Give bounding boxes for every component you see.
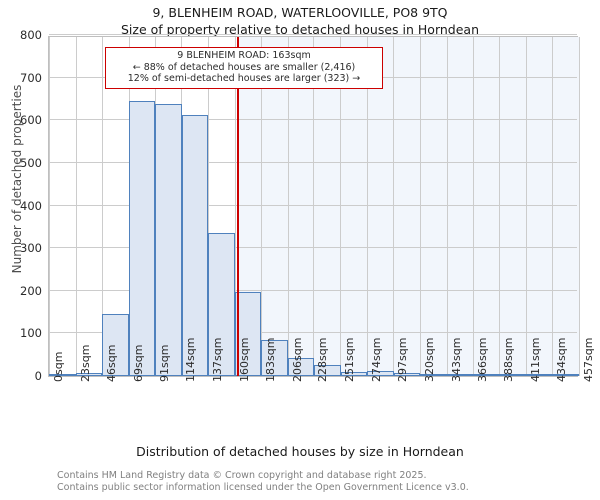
gridline-horizontal (49, 289, 577, 291)
histogram-bar (367, 370, 394, 376)
histogram-bar (287, 358, 314, 376)
footer-line-2: Contains public sector information licen… (57, 481, 469, 493)
histogram-bar (181, 115, 208, 376)
footer-line-1: Contains HM Land Registry data © Crown c… (57, 470, 427, 481)
y-axis-tick-label: 300 (20, 241, 42, 256)
x-axis-tick-label: 206sqm (290, 337, 304, 382)
y-axis-tick-label: 400 (20, 198, 42, 213)
histogram-bar (393, 373, 420, 376)
x-axis-tick-label: 274sqm (369, 337, 383, 382)
gridline-vertical (234, 37, 236, 376)
property-size-marker-line (237, 37, 240, 376)
gridline-vertical (287, 37, 289, 376)
x-axis-tick-label: 366sqm (476, 337, 490, 382)
histogram-bar (526, 374, 553, 376)
x-axis-tick-label: 91sqm (157, 344, 171, 382)
y-axis-tick-label: 200 (20, 283, 42, 298)
y-axis-tick-label: 600 (20, 113, 42, 128)
histogram-bar (499, 374, 526, 376)
gridline-vertical (75, 37, 77, 376)
histogram-bar (261, 339, 288, 376)
gridline-horizontal (49, 332, 577, 334)
histogram-bar (49, 374, 76, 376)
y-axis-tick-label: 500 (20, 155, 42, 170)
x-axis-tick-label: 228sqm (316, 337, 330, 382)
gridline-vertical (261, 37, 263, 376)
histogram-bar (75, 373, 102, 376)
histogram-bar (155, 104, 182, 376)
histogram-bar (208, 233, 235, 376)
x-axis-tick-label: 183sqm (264, 337, 278, 382)
gridline-horizontal (49, 34, 577, 35)
chart-title-line1: 9, BLENHEIM ROAD, WATERLOOVILLE, PO8 9TQ (152, 5, 448, 20)
x-axis-tick-label: 137sqm (210, 337, 224, 382)
histogram-bar (446, 374, 473, 376)
y-axis-tick-label: 100 (20, 326, 42, 341)
plot-area (48, 34, 580, 377)
annotation-line-2: ← 88% of detached houses are smaller (2,… (132, 61, 356, 73)
y-axis-tick-label: 800 (20, 28, 42, 42)
property-annotation-box: 9 BLENHEIM ROAD: 163sqm ← 88% of detache… (105, 47, 383, 89)
gridline-vertical (498, 37, 500, 376)
x-axis-tick-label: 46sqm (105, 344, 119, 382)
histogram-bar (128, 101, 155, 376)
gridline-horizontal (49, 161, 577, 163)
histogram-bar (552, 374, 579, 376)
annotation-line-3: 12% of semi-detached houses are larger (… (127, 73, 361, 84)
chart-title-block: 9, BLENHEIM ROAD, WATERLOOVILLE, PO8 9TQ… (0, 4, 600, 39)
x-axis-tick-label: 297sqm (396, 337, 410, 382)
histogram-bar (102, 314, 129, 376)
x-axis-tick-label: 388sqm (501, 337, 515, 382)
x-axis-tick-label: 434sqm (555, 337, 569, 382)
y-axis-tick-label: 0 (34, 369, 42, 383)
gridline-horizontal (49, 204, 577, 206)
x-axis-tick-label: 23sqm (78, 344, 92, 382)
histogram-bar (314, 365, 341, 376)
x-axis-tick-label: 343sqm (449, 337, 463, 382)
x-axis-title: Distribution of detached houses by size … (136, 444, 464, 459)
gridline-horizontal (49, 119, 577, 121)
gridline-vertical (313, 37, 315, 376)
x-axis-tick-label: 320sqm (423, 337, 437, 382)
x-axis-tick-label: 457sqm (582, 337, 595, 382)
gridline-horizontal (49, 247, 577, 249)
gridline-vertical (366, 37, 368, 376)
gridline-vertical (207, 37, 209, 376)
histogram-bar (473, 374, 500, 376)
x-axis-tick-label: 114sqm (184, 337, 198, 382)
histogram-bar (420, 374, 447, 376)
gridline-vertical (579, 37, 580, 376)
histogram-bar (340, 371, 367, 376)
x-axis-tick-label: 251sqm (343, 337, 357, 382)
gridline-vertical (49, 37, 50, 376)
x-axis-tick-label: 411sqm (528, 337, 542, 382)
gridline-vertical (340, 37, 342, 376)
larger-properties-shaded-region (238, 37, 579, 376)
annotation-line-1: 9 BLENHEIM ROAD: 163sqm (177, 50, 311, 61)
y-axis-tick-label: 700 (20, 70, 42, 85)
gridline-vertical (473, 37, 475, 376)
x-axis-tick-label: 160sqm (237, 337, 251, 382)
x-axis-tick-label: 69sqm (132, 344, 146, 382)
attribution-footer: Contains HM Land Registry data © Crown c… (57, 470, 577, 493)
gridline-vertical (525, 37, 527, 376)
gridline-vertical (552, 37, 554, 376)
gridline-vertical (102, 37, 104, 376)
gridline-vertical (446, 37, 448, 376)
gridline-vertical (420, 37, 422, 376)
x-axis-tick-label: 0sqm (52, 351, 65, 382)
gridline-vertical (393, 37, 395, 376)
chart-title-line2: Size of property relative to detached ho… (120, 22, 479, 37)
